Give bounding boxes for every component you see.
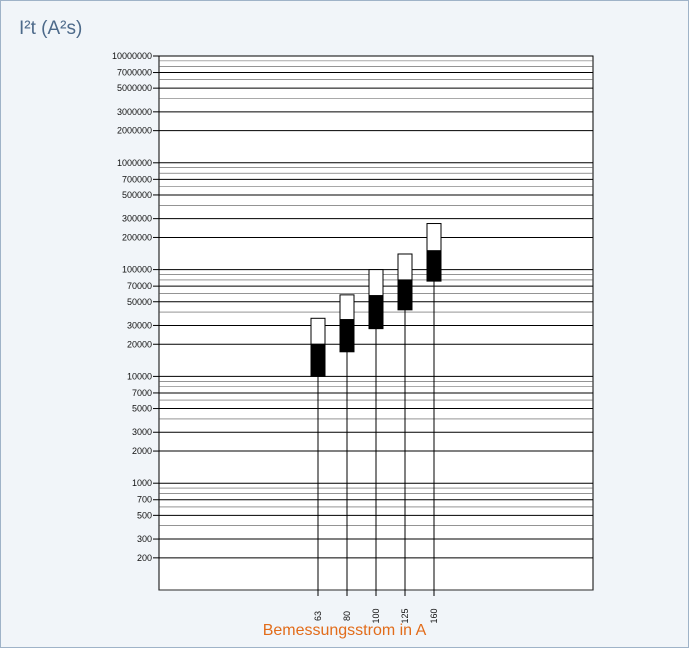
y-tick-label: 200000 xyxy=(122,232,152,242)
y-tick-label: 200 xyxy=(137,553,152,563)
y-tick-label: 10000 xyxy=(127,371,152,381)
bar-total-segment xyxy=(397,253,413,281)
y-tick-label: 1000 xyxy=(132,478,152,488)
y-tick-label: 3000 xyxy=(132,427,152,437)
y-tick-label: 5000000 xyxy=(117,83,152,93)
x-tick-label: 80 xyxy=(342,611,352,621)
x-tick-label: 100 xyxy=(371,608,381,623)
bar-total-segment xyxy=(368,269,384,297)
y-tick-label: 70000 xyxy=(127,281,152,291)
x-tick-label: 160 xyxy=(429,608,439,623)
x-tick-label: 63 xyxy=(313,611,323,621)
x-axis-title: Bemessungsstrom in A xyxy=(262,622,427,639)
y-tick-label: 700 xyxy=(137,495,152,505)
y-axis-title: I²t (A²s) xyxy=(19,18,83,39)
y-tick-label: 300 xyxy=(137,534,152,544)
bar-total-segment xyxy=(426,223,442,252)
bar-total-segment xyxy=(339,294,355,321)
bar-prearc-segment xyxy=(339,319,355,353)
bar-prearc-segment xyxy=(368,295,384,330)
bar-prearc-segment xyxy=(397,279,413,311)
y-tick-label: 7000 xyxy=(132,388,152,398)
y-tick-label: 5000 xyxy=(132,404,152,414)
bar-total-segment xyxy=(310,317,326,345)
y-tick-label: 500 xyxy=(137,510,152,520)
y-tick-label: 7000000 xyxy=(117,68,152,78)
y-tick-label: 3000000 xyxy=(117,107,152,117)
y-tick-label: 300000 xyxy=(122,214,152,224)
y-tick-label: 1000000 xyxy=(117,158,152,168)
y-tick-label: 50000 xyxy=(127,297,152,307)
bar-prearc-segment xyxy=(310,343,326,377)
y-tick-label: 100000 xyxy=(122,265,152,275)
x-tick-label: 125 xyxy=(400,608,410,623)
y-tick-label: 2000 xyxy=(132,446,152,456)
y-tick-label: 700000 xyxy=(122,174,152,184)
y-tick-label: 2000000 xyxy=(117,126,152,136)
y-tick-label: 30000 xyxy=(127,320,152,330)
bar-prearc-segment xyxy=(426,250,442,282)
y-tick-label: 20000 xyxy=(127,339,152,349)
y-tick-label: 500000 xyxy=(122,190,152,200)
y-tick-label: 10000000 xyxy=(112,51,152,61)
